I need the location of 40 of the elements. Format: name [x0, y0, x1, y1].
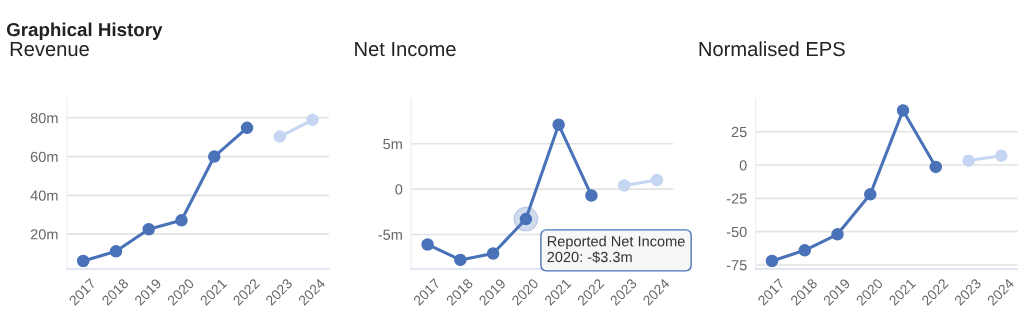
point	[142, 222, 155, 236]
point	[421, 238, 434, 251]
point	[896, 104, 910, 117]
point	[929, 160, 943, 174]
y-tick-label: 20m	[30, 229, 58, 240]
chart-title: Net Income	[355, 42, 456, 57]
y-tick-label: -5m	[378, 229, 402, 240]
y-tick-label: 0	[739, 160, 747, 171]
chart-title: Revenue	[10, 42, 89, 57]
point	[486, 247, 500, 260]
point	[585, 189, 598, 202]
point	[765, 254, 779, 268]
y-tick-label: 0	[395, 184, 403, 195]
point	[995, 149, 1008, 162]
point	[962, 154, 975, 167]
point	[273, 130, 287, 143]
point	[76, 254, 90, 268]
point	[454, 253, 467, 267]
y-tick-label: 80m	[30, 112, 58, 124]
point	[650, 173, 664, 187]
point	[109, 245, 123, 258]
annotation: Reported Net Income 2020: -$3.3m	[547, 235, 685, 264]
point	[306, 113, 319, 127]
y-tick-label: 60m	[30, 151, 58, 162]
y-tick-label: 25	[731, 126, 747, 138]
y-tick-label: -75	[726, 260, 747, 271]
point	[617, 179, 631, 192]
y-tick-label: -25	[726, 193, 747, 204]
y-tick-label: 5m	[383, 139, 402, 150]
point	[864, 188, 877, 201]
point	[175, 214, 188, 227]
y-tick-label: -50	[726, 226, 747, 238]
point	[552, 118, 565, 131]
text: Graphical History	[6, 22, 163, 40]
chart-title: Normalised EPS	[699, 41, 845, 57]
point	[831, 228, 844, 241]
point	[798, 244, 811, 257]
point	[208, 150, 221, 163]
point	[240, 121, 254, 135]
y-tick-label: 40m	[30, 190, 58, 201]
